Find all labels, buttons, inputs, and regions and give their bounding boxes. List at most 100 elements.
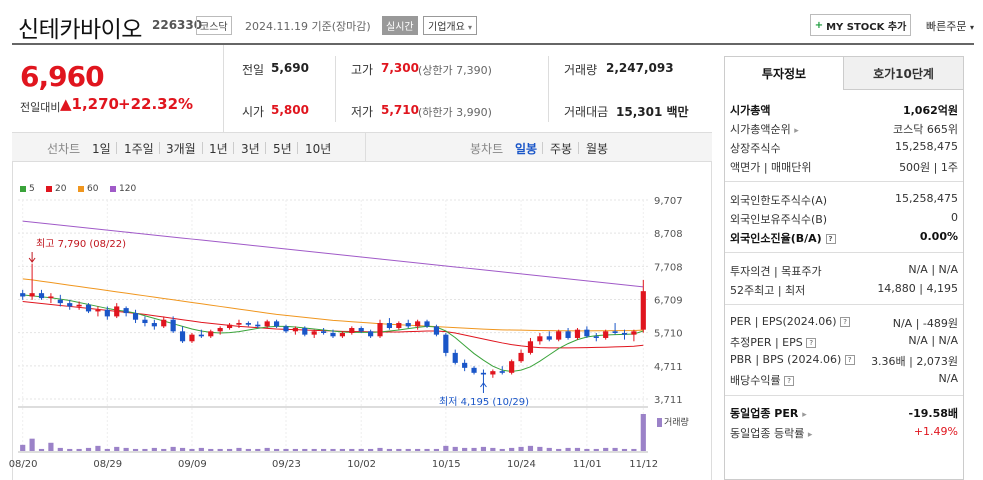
chevron-down-icon: ▾ bbox=[468, 23, 473, 32]
invest-row: 배당수익률 ? N/A bbox=[730, 372, 958, 387]
period-10y[interactable]: 10년 bbox=[305, 142, 332, 156]
volume-bar bbox=[377, 447, 383, 451]
candle-body bbox=[433, 326, 440, 335]
candle-body bbox=[509, 361, 515, 373]
period-3y[interactable]: 3년 bbox=[241, 142, 260, 156]
candle-weekly[interactable]: 주봉 bbox=[550, 142, 573, 156]
volume-bar bbox=[198, 447, 204, 451]
volume-bar bbox=[546, 447, 552, 451]
volume-bar bbox=[29, 438, 35, 451]
amount-label: 거래대금 bbox=[564, 105, 609, 119]
quick-order-button[interactable]: 빠른주문 ▾ bbox=[926, 18, 974, 34]
x-tick-label: 08/20 bbox=[9, 459, 38, 470]
amount-unit: 백만 bbox=[666, 105, 689, 119]
tab-orderbook[interactable]: 호가10단계 bbox=[843, 57, 963, 90]
candle-body bbox=[76, 304, 82, 307]
volume-bar bbox=[480, 446, 487, 451]
volume-bar bbox=[123, 447, 129, 451]
legend-ma5: 5 bbox=[20, 184, 35, 194]
candle-body bbox=[95, 309, 101, 312]
volume-bar bbox=[48, 442, 54, 451]
mystock-add-button[interactable]: + MY STOCK 추가 bbox=[810, 14, 911, 36]
candle-body bbox=[179, 331, 186, 342]
candle-body bbox=[170, 319, 176, 332]
volume-bar bbox=[443, 445, 449, 451]
candle-body bbox=[546, 336, 552, 340]
arrow-up-icon bbox=[480, 382, 487, 393]
tab-invest-info[interactable]: 투자정보 bbox=[725, 57, 843, 90]
period-5y[interactable]: 5년 bbox=[273, 142, 292, 156]
company-info-dropdown[interactable]: 기업개요 ▾ bbox=[423, 16, 478, 35]
candlestick-chart[interactable]: 9,707 8,708 7,708 6,709 5,710 4,711 3,711 08/20… bbox=[0, 0, 712, 480]
candle-body bbox=[527, 341, 534, 353]
volume-bar bbox=[396, 448, 402, 451]
volume-bar bbox=[631, 448, 637, 451]
candle-chart-label[interactable]: 봉차트 bbox=[470, 142, 504, 156]
volume-bar bbox=[415, 448, 421, 451]
change-rate: +22.32% bbox=[118, 95, 194, 113]
company-info-label: 기업개요 bbox=[428, 22, 465, 33]
divider bbox=[223, 45, 224, 132]
invest-row: 시가총액 1,062억원 bbox=[730, 104, 958, 117]
volume-bar bbox=[405, 448, 411, 451]
chevron-right-icon: ▸ bbox=[807, 430, 813, 440]
low-label: 저가 bbox=[351, 105, 374, 119]
volume-bar bbox=[433, 448, 440, 451]
price-change: ▲1,270 bbox=[60, 95, 119, 113]
invest-row[interactable]: 시가총액순위 ▸ 코스닥 665위 bbox=[730, 123, 958, 136]
invest-row[interactable]: 동일업종 등락률 ▸ +1.49% bbox=[730, 425, 958, 440]
volume-bar bbox=[621, 448, 628, 451]
invest-row: 추정PER | EPS ? N/A | N/A bbox=[730, 334, 958, 349]
volume-bar bbox=[603, 447, 609, 451]
line-chart-label[interactable]: 선차트 bbox=[47, 142, 81, 156]
candle-body bbox=[142, 319, 148, 324]
invest-row[interactable]: 동일업종 PER ▸ -19.58배 bbox=[730, 407, 958, 420]
info-icon: ? bbox=[840, 317, 851, 327]
period-3m[interactable]: 3개월 bbox=[166, 142, 196, 156]
volume-bar bbox=[236, 447, 242, 451]
realtime-badge[interactable]: 실시간 bbox=[382, 16, 418, 35]
candle-body bbox=[339, 332, 345, 337]
candle-body bbox=[603, 331, 609, 338]
period-1d[interactable]: 1일 bbox=[92, 142, 111, 156]
high-annotation: 최고 7,790 (08/22) bbox=[36, 238, 126, 250]
divider bbox=[725, 395, 963, 396]
info-icon: ? bbox=[844, 355, 855, 365]
candle-body bbox=[368, 331, 374, 337]
volume-bar bbox=[189, 448, 195, 451]
stock-code: 226330 bbox=[152, 18, 203, 32]
plus-icon: + bbox=[814, 19, 824, 31]
candle-body bbox=[537, 336, 543, 342]
candle-daily[interactable]: 일봉 bbox=[515, 142, 538, 156]
candle-monthly[interactable]: 월봉 bbox=[586, 142, 609, 156]
candle-body bbox=[612, 331, 618, 333]
chart-area bbox=[12, 162, 712, 480]
prev-close-label: 전일 bbox=[242, 63, 265, 77]
x-tick-label: 09/09 bbox=[178, 459, 207, 470]
candle-body bbox=[198, 334, 204, 337]
period-1y[interactable]: 1년 bbox=[209, 142, 228, 156]
y-tick-label: 6,709 bbox=[654, 296, 683, 307]
prev-close-value: 5,690 bbox=[271, 61, 309, 75]
volume-bar bbox=[114, 446, 120, 451]
period-1w[interactable]: 1주일 bbox=[124, 142, 154, 156]
invest-row: 외국인소진율(B/A) ? 0.00% bbox=[730, 230, 958, 245]
candle-body bbox=[377, 323, 383, 337]
low-value: 5,710 bbox=[381, 103, 419, 117]
date-text: 2024.11.19 기준(장마감) bbox=[245, 20, 371, 33]
volume-label: 거래량 bbox=[564, 63, 598, 77]
chevron-down-icon: ▾ bbox=[969, 23, 974, 32]
volume-bar bbox=[330, 448, 336, 451]
candle-body bbox=[283, 326, 289, 332]
volume-bar bbox=[584, 448, 590, 451]
x-tick-label: 11/12 bbox=[629, 459, 658, 470]
candle-body bbox=[631, 331, 637, 335]
x-tick-label: 08/29 bbox=[93, 459, 122, 470]
volume-bar bbox=[179, 447, 186, 451]
candle-body bbox=[621, 332, 628, 335]
volume-bar bbox=[302, 448, 308, 451]
candle-body bbox=[114, 306, 120, 317]
chart-toolbar bbox=[12, 132, 712, 162]
candle-body bbox=[217, 328, 223, 332]
info-icon: ? bbox=[806, 338, 817, 348]
